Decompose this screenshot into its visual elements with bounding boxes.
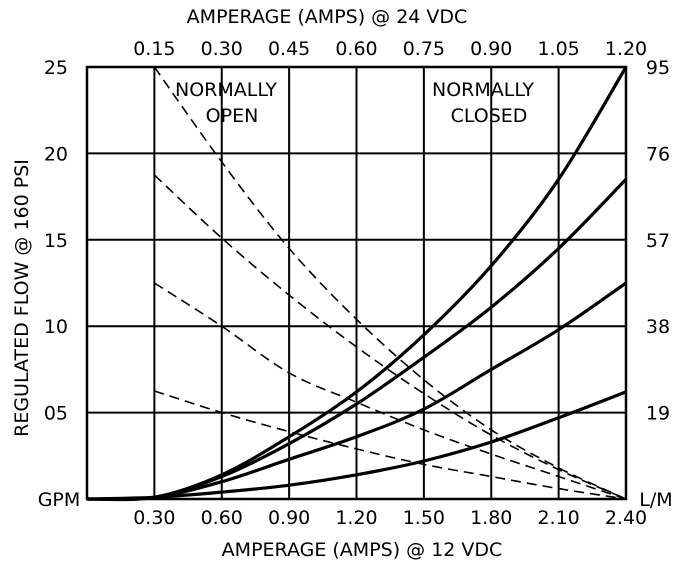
top-tick-label: 0.30 [201, 38, 243, 60]
right-tick-label: 95 [646, 57, 670, 79]
top-tick-label: 0.60 [335, 38, 377, 60]
right-unit-label: L/M [639, 489, 672, 511]
right-tick-label: 19 [646, 403, 670, 425]
normally-closed-curve-7 [86, 281, 627, 501]
top-tick-label: 1.20 [605, 38, 647, 60]
region-label-normally-open-line2: OPEN [206, 105, 259, 127]
top-axis-title: AMPERAGE (AMPS) @ 24 VDC [187, 6, 468, 28]
normally-open-curve-2 [153, 174, 627, 500]
series-lines [86, 66, 628, 502]
left-tick-label: 25 [44, 57, 68, 79]
bottom-tick-label: 2.40 [605, 507, 647, 529]
right-tick-label: 57 [646, 230, 670, 252]
left-tick-label: 05 [44, 403, 68, 425]
normally-closed-curve-8 [86, 390, 627, 501]
left-tick-label: 10 [44, 316, 68, 338]
region-label-normally-open: NORMALLY [175, 79, 277, 101]
bottom-tick-label: 0.90 [268, 507, 310, 529]
bottom-tick-label: 1.80 [470, 507, 512, 529]
bottom-tick-label: 0.30 [133, 507, 175, 529]
region-label-normally-closed-line2: CLOSED [451, 105, 528, 127]
normally-open-curve-3 [153, 282, 627, 500]
bottom-tick-label: 1.20 [335, 507, 377, 529]
bottom-tick-label: 2.10 [537, 507, 579, 529]
left-tick-label: 15 [44, 230, 68, 252]
bottom-axis-title: AMPERAGE (AMPS) @ 12 VDC [222, 539, 503, 561]
plot-frame [85, 65, 628, 501]
region-labels: NORMALLY OPEN NORMALLY CLOSED [175, 79, 534, 127]
left-unit-label: GPM [38, 489, 81, 511]
top-tick-label: 0.45 [268, 38, 310, 60]
bottom-tick-label: 0.60 [201, 507, 243, 529]
normally-open-curve-4 [154, 390, 627, 500]
region-label-normally-closed: NORMALLY [432, 79, 534, 101]
tick-labels: 0.30 0.15 0.60 0.30 0.90 0.45 1.20 0.60 1.50 0.75… [44, 38, 670, 529]
right-tick-label: 76 [646, 143, 670, 165]
left-tick-label: 20 [44, 143, 68, 165]
top-tick-label: 0.15 [133, 38, 175, 60]
top-tick-label: 0.75 [403, 38, 445, 60]
top-tick-label: 1.05 [537, 38, 579, 60]
right-tick-label: 38 [646, 316, 670, 338]
left-axis-title: REGULATED FLOW @ 160 PSI [11, 159, 33, 437]
normally-open-curve-1 [153, 66, 627, 500]
bottom-tick-label: 1.50 [403, 507, 445, 529]
top-tick-label: 0.90 [470, 38, 512, 60]
grid-lines [87, 67, 626, 499]
